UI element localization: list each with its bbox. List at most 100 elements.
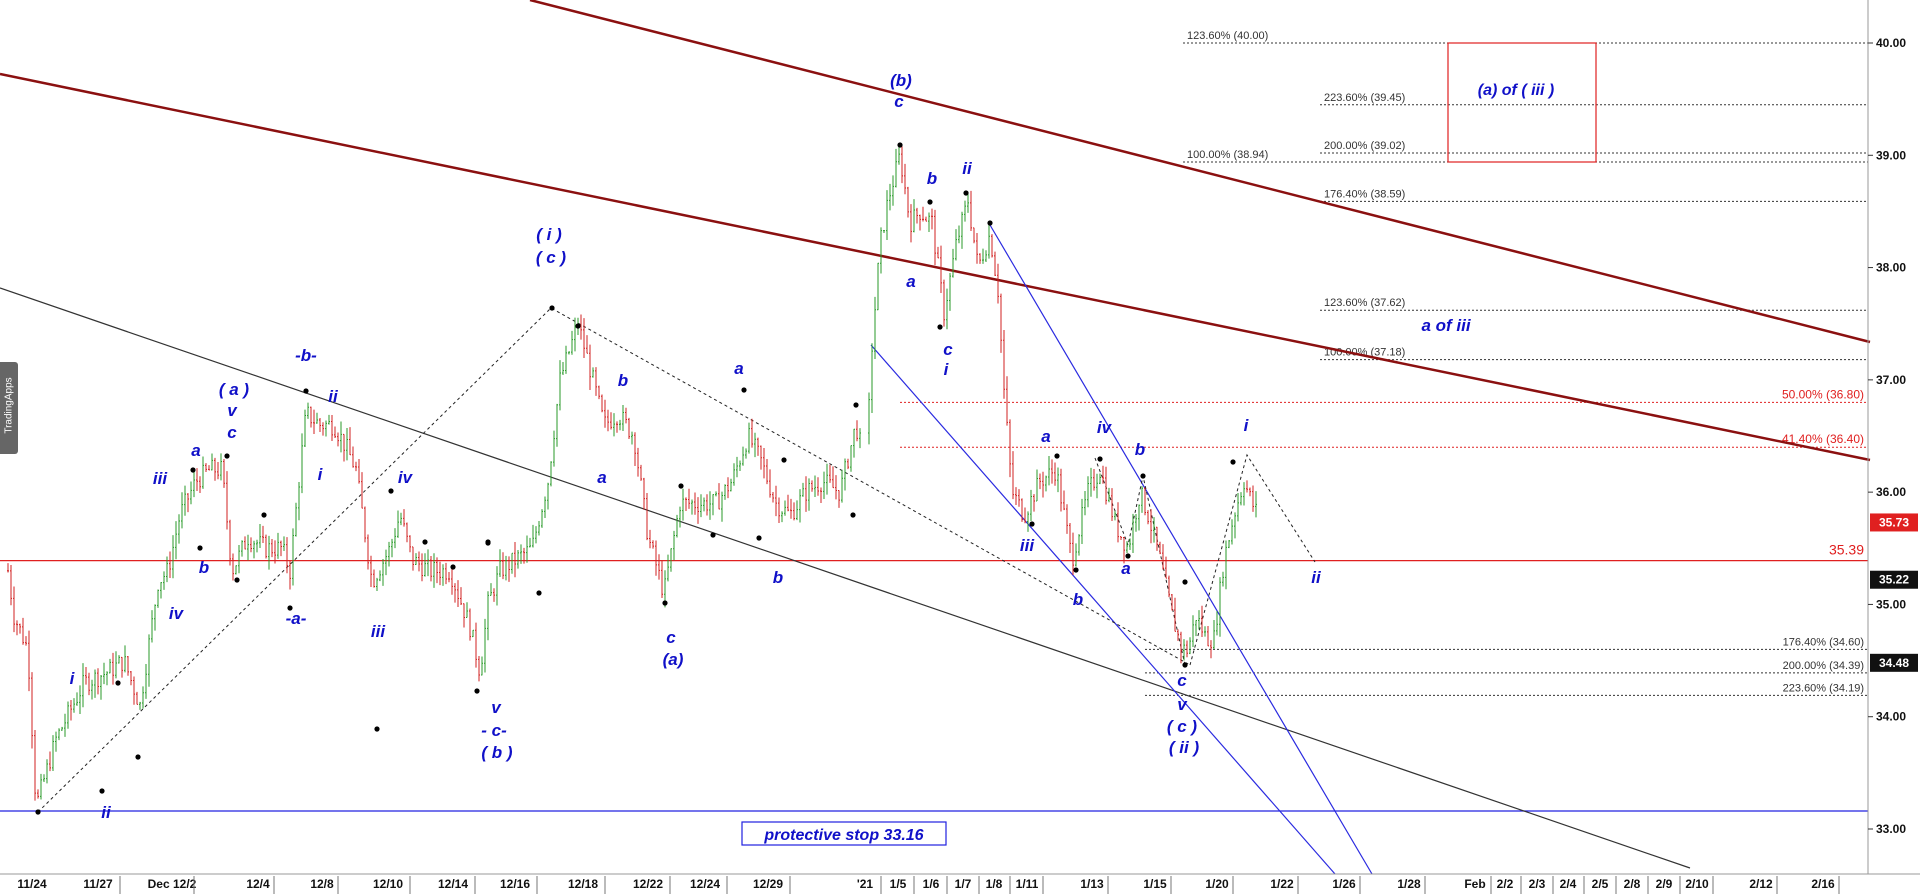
pivot-dot [897, 142, 903, 148]
fib-level-label: 200.00% (39.02) [1324, 140, 1405, 152]
x-tick-label: 11/27 [83, 877, 113, 891]
dotted-wave-path-2 [1094, 457, 1186, 666]
pivot-dot [190, 467, 196, 473]
wave-label: a [1121, 559, 1130, 578]
x-tick-label: 1/13 [1080, 877, 1104, 891]
wave-label: ( c ) [536, 248, 567, 267]
wave-label: a [597, 468, 606, 487]
x-tick-label: 12/14 [438, 877, 468, 891]
pivot-dot [662, 600, 668, 606]
trendlines-layer [0, 0, 1871, 875]
wave-label: i [1244, 416, 1250, 435]
y-tick-label: 38.00 [1876, 261, 1906, 275]
wave-label: b [1073, 590, 1083, 609]
horizontal-level-label: 35.39 [1829, 542, 1864, 558]
price-tag-label: 35.73 [1879, 515, 1909, 529]
pivot-dots-layer [35, 142, 1236, 815]
pivot-dot [99, 788, 105, 794]
wave-label: ii [328, 387, 339, 406]
wave-label: iv [169, 604, 185, 623]
x-tick-label: 12/4 [246, 877, 270, 891]
fib-level-label: 223.60% (34.19) [1783, 682, 1864, 694]
wave-label: b [927, 169, 937, 188]
fib-level-label: 123.60% (40.00) [1187, 30, 1268, 42]
price-tag [1870, 513, 1918, 532]
wave-label: ( b ) [481, 743, 512, 762]
pivot-dot [261, 512, 267, 518]
y-tick-label: 36.00 [1876, 485, 1906, 499]
pivot-dot [1182, 662, 1188, 668]
wave-label: -a- [286, 609, 307, 628]
fib-level-label: 41.40% (36.40) [1782, 432, 1864, 446]
pivot-dot [1073, 567, 1079, 573]
x-tick-label: 12/29 [753, 877, 783, 891]
pivot-dot [781, 457, 787, 463]
price-tag [1870, 653, 1918, 672]
fib-level-label: 50.00% (36.80) [1782, 387, 1864, 401]
channel-line-lower [0, 72, 1871, 462]
x-tick-label: 2/2 [1497, 877, 1514, 891]
wave-label: a [1041, 427, 1050, 446]
wave-label: c [1177, 671, 1187, 690]
wave-label: i [70, 669, 76, 688]
channel-line-upper [529, 0, 1871, 344]
y-tick-label: 40.00 [1876, 36, 1906, 50]
pivot-dot [388, 488, 394, 494]
pivot-dot [485, 540, 491, 546]
pivot-dot [853, 402, 859, 408]
pivot-dot [1230, 459, 1236, 465]
fib-levels-layer: 123.60% (40.00) 223.60% (39.45) 200.00% (3… [0, 30, 1868, 812]
blue-channel-line-1 [989, 224, 1373, 875]
price-tag-label: 34.48 [1879, 656, 1909, 670]
x-tick-label: 2/10 [1685, 877, 1709, 891]
wave-label: c [894, 92, 904, 111]
fib-level-label: 176.40% (38.59) [1324, 188, 1405, 200]
wave-label: (a) [663, 650, 684, 669]
wave-label: c [943, 340, 953, 359]
wave-label: ii [101, 803, 112, 822]
pivot-dot [1097, 456, 1103, 462]
wave-label: c [227, 423, 237, 442]
pivot-dot [474, 688, 480, 694]
protective-stop-label: protective stop 33.16 [763, 827, 923, 844]
x-tick-label: 12/16 [500, 877, 530, 891]
pivot-dot [1054, 453, 1060, 459]
y-tick-label: 34.00 [1876, 710, 1906, 724]
x-tick-label: 12/18 [568, 877, 598, 891]
x-tick-label: Feb [1464, 877, 1485, 891]
target-box-label: (a) of ( iii ) [1478, 82, 1554, 99]
wave-label: - c- [481, 721, 507, 740]
wave-label: a [734, 359, 743, 378]
pivot-dot [197, 545, 203, 551]
pivot-dot [1182, 579, 1188, 585]
x-tick-label: 2/16 [1811, 877, 1835, 891]
wave-label: iii [371, 622, 386, 641]
wave-label: ( i ) [536, 225, 562, 244]
fib-level-label: 176.40% (34.60) [1783, 636, 1864, 648]
wave-label: a [906, 272, 915, 291]
wave-label: c [666, 628, 676, 647]
dotted-wave-path-1 [37, 307, 1191, 813]
blue-channel-line-2 [870, 344, 1336, 875]
pivot-dot [1140, 473, 1146, 479]
pivot-dot [678, 483, 684, 489]
wave-label: b [773, 568, 783, 587]
x-tick-label: 1/22 [1270, 877, 1294, 891]
x-tick-label: 12/22 [633, 877, 663, 891]
wave-label: ( ii ) [1169, 738, 1200, 757]
pivot-dot [741, 387, 747, 393]
wave-label: i [944, 360, 950, 379]
pivot-dot [756, 535, 762, 541]
dotted-wave-path-3 [1189, 453, 1316, 666]
x-tick-label: 12/24 [690, 877, 720, 891]
x-tick-label: 2/8 [1624, 877, 1641, 891]
target-box [1447, 42, 1597, 163]
pivot-dot [303, 388, 309, 394]
price-tag [1870, 570, 1918, 589]
pivot-dot [450, 564, 456, 570]
pivot-dot [536, 590, 542, 596]
x-tick-label: 1/26 [1332, 877, 1356, 891]
pivot-dot [963, 190, 969, 196]
